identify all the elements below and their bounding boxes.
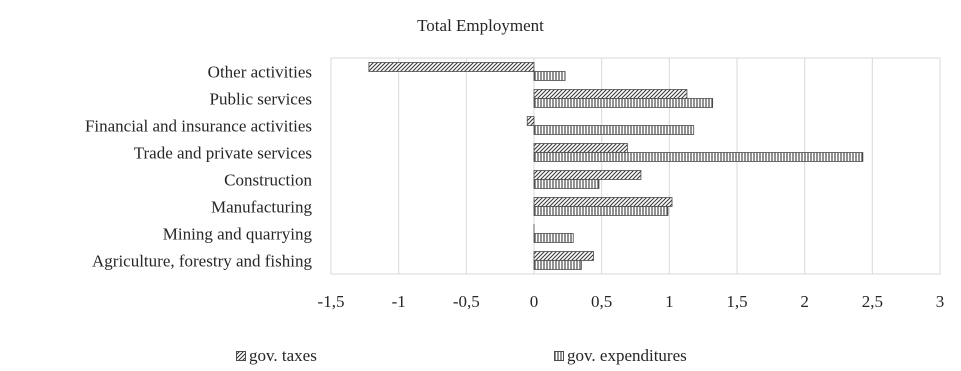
bar-gov-taxes [533, 251, 594, 261]
bar-gov-taxes [533, 197, 673, 207]
category-labels: Other activities Public services Financial… [85, 63, 313, 271]
bars [368, 62, 864, 270]
bar-gov-taxes [533, 89, 688, 99]
category-label: Public services [210, 90, 312, 109]
gridlines [330, 57, 941, 275]
category-label: Financial and insurance activities [85, 117, 312, 136]
category-label: Other activities [208, 63, 312, 82]
legend-item-gov-expenditures: gov. expenditures [554, 346, 687, 366]
category-label: Trade and private services [134, 144, 312, 163]
x-tick-label: 1 [665, 292, 674, 311]
x-tick-label: 2,5 [862, 292, 883, 311]
legend-label-gov-expenditures: gov. expenditures [567, 346, 687, 365]
x-tick-labels: -1,5 -1 -0,5 0 0,5 1 1,5 2 2,5 3 [318, 292, 945, 311]
bar-gov-expenditures [533, 179, 600, 189]
x-tick-label: 0,5 [591, 292, 612, 311]
bar-gov-expenditures [533, 125, 695, 135]
legend-label-gov-taxes: gov. taxes [249, 346, 317, 365]
x-tick-label: 2 [800, 292, 809, 311]
x-tick-label: -1 [392, 292, 406, 311]
x-tick-label: -1,5 [318, 292, 345, 311]
category-label: Mining and quarrying [163, 225, 313, 244]
category-label: Agriculture, forestry and fishing [92, 252, 312, 271]
bar-gov-taxes [533, 170, 642, 180]
x-tick-label: 3 [936, 292, 945, 311]
bar-gov-expenditures [533, 71, 566, 81]
bar-gov-taxes [533, 143, 628, 153]
bar-gov-expenditures [533, 233, 574, 243]
category-label: Manufacturing [211, 198, 313, 217]
bar-gov-expenditures [533, 152, 864, 162]
bar-gov-taxes [526, 116, 535, 126]
x-tick-label: -0,5 [453, 292, 480, 311]
chart-title: Total Employment [417, 16, 544, 35]
bar-gov-expenditures [533, 260, 582, 270]
x-tick-label: 0 [530, 292, 539, 311]
bar-gov-taxes [368, 62, 535, 72]
bar-gov-expenditures [533, 206, 669, 216]
legend-item-gov-taxes: gov. taxes [236, 346, 317, 366]
category-label: Construction [224, 171, 312, 190]
legend-swatch-gov-expenditures [554, 351, 564, 361]
bar-gov-expenditures [533, 98, 714, 108]
legend-swatch-gov-taxes [236, 351, 246, 361]
x-tick-label: 1,5 [726, 292, 747, 311]
